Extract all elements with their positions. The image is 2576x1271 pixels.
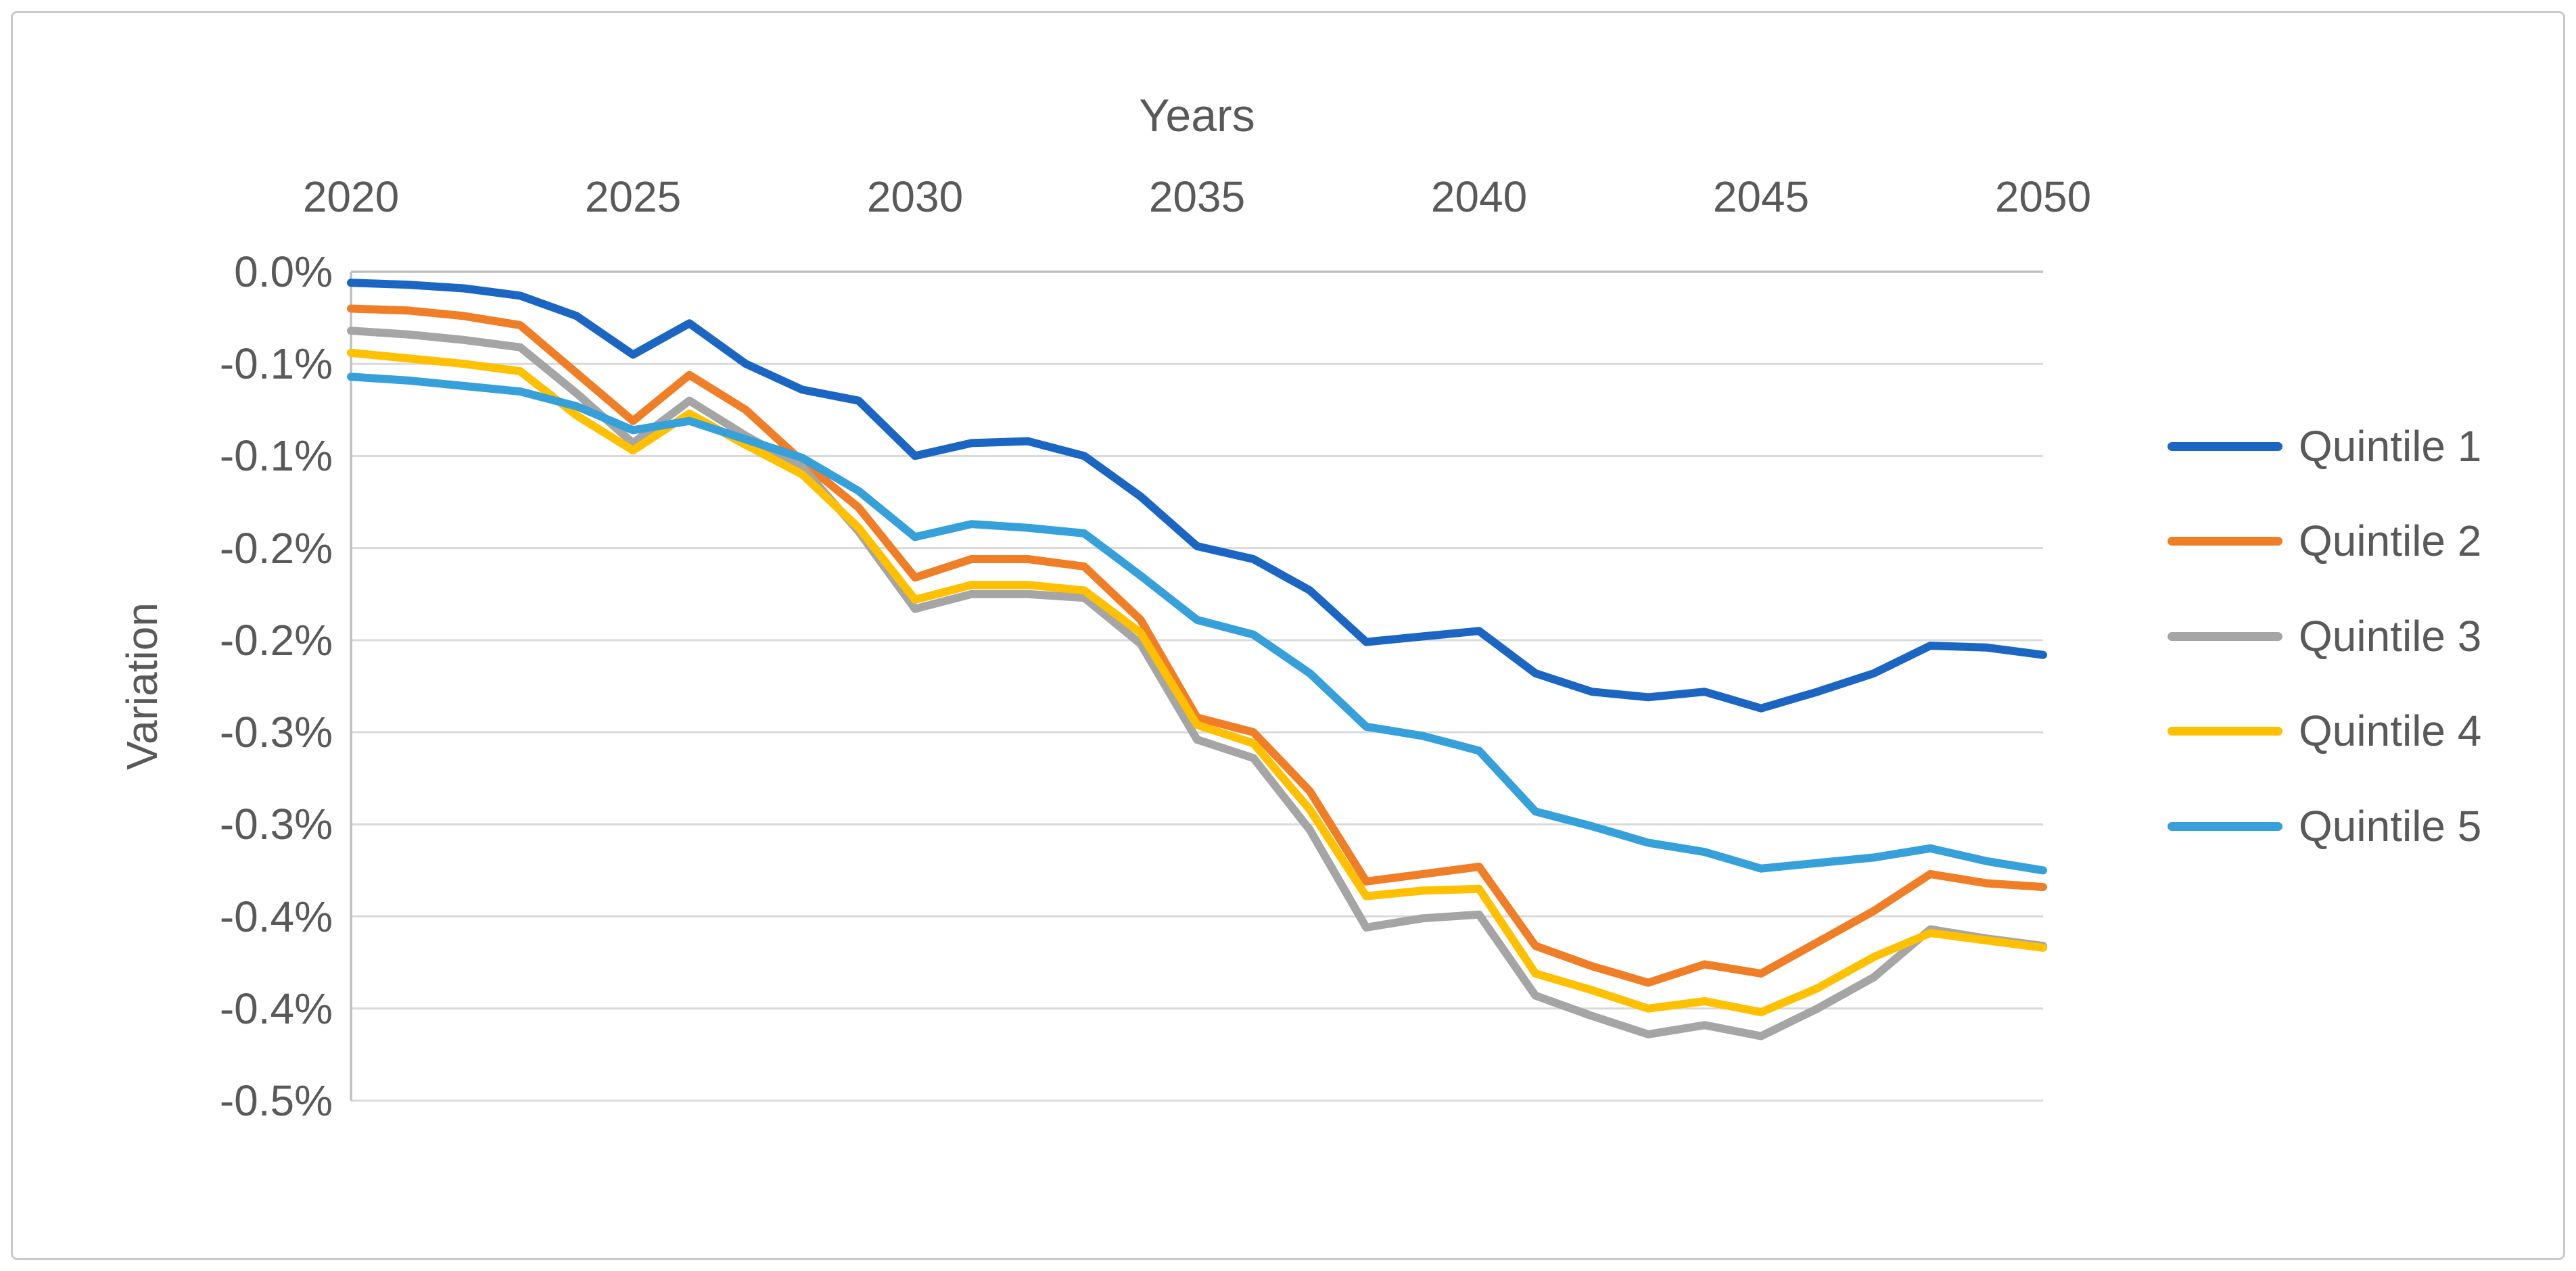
x-tick-label: 2025 xyxy=(584,172,682,221)
legend-item-quintile-3: Quintile 3 xyxy=(2168,612,2481,661)
y-tick-label: -0.1% xyxy=(219,431,333,481)
y-tick-label: -0.2% xyxy=(219,615,333,665)
legend: Quintile 1 Quintile 2 Quintile 3 Quintile 4… xyxy=(2168,0,2546,1271)
y-tick-label: -0.5% xyxy=(219,1076,333,1125)
legend-label: Quintile 3 xyxy=(2299,612,2482,661)
x-tick-label: 2040 xyxy=(1430,172,1528,221)
legend-label: Quintile 5 xyxy=(2299,802,2482,850)
y-tick-label: -0.4% xyxy=(219,984,333,1033)
legend-item-quintile-4: Quintile 4 xyxy=(2168,706,2481,755)
x-axis-title: Years xyxy=(1139,90,1255,141)
x-tick-label: 2045 xyxy=(1712,172,1810,221)
x-tick-label: 2050 xyxy=(1994,172,2092,221)
legend-item-quintile-2: Quintile 2 xyxy=(2168,517,2481,565)
y-tick-label: -0.3% xyxy=(219,708,333,757)
x-tick-label: 2030 xyxy=(866,172,964,221)
series-line-quintile-3 xyxy=(347,327,2047,1040)
legend-item-quintile-5: Quintile 5 xyxy=(2168,802,2481,850)
series-line-quintile-5 xyxy=(347,373,2047,875)
y-tick-label: 0.0% xyxy=(234,247,333,296)
legend-label: Quintile 2 xyxy=(2299,517,2482,565)
series-line-quintile-1 xyxy=(347,279,2047,713)
legend-label: Quintile 1 xyxy=(2299,422,2482,471)
y-tick-label: -0.1% xyxy=(219,339,333,389)
figure-border xyxy=(11,11,2565,1260)
x-tick-label: 2035 xyxy=(1148,172,1246,221)
legend-swatch-icon xyxy=(2168,536,2282,546)
legend-swatch-icon xyxy=(2168,441,2282,451)
series-line-quintile-2 xyxy=(347,304,2047,987)
legend-swatch-icon xyxy=(2168,821,2282,831)
legend-item-quintile-1: Quintile 1 xyxy=(2168,422,2481,471)
series-line-quintile-4 xyxy=(347,348,2047,1017)
legend-label: Quintile 4 xyxy=(2299,706,2482,755)
x-tick-label: 2020 xyxy=(302,172,400,221)
y-tick-label: -0.3% xyxy=(219,800,333,849)
legend-swatch-icon xyxy=(2168,726,2282,736)
y-tick-label: -0.4% xyxy=(219,892,333,941)
legend-swatch-icon xyxy=(2168,631,2282,641)
y-tick-label: -0.2% xyxy=(219,523,333,573)
